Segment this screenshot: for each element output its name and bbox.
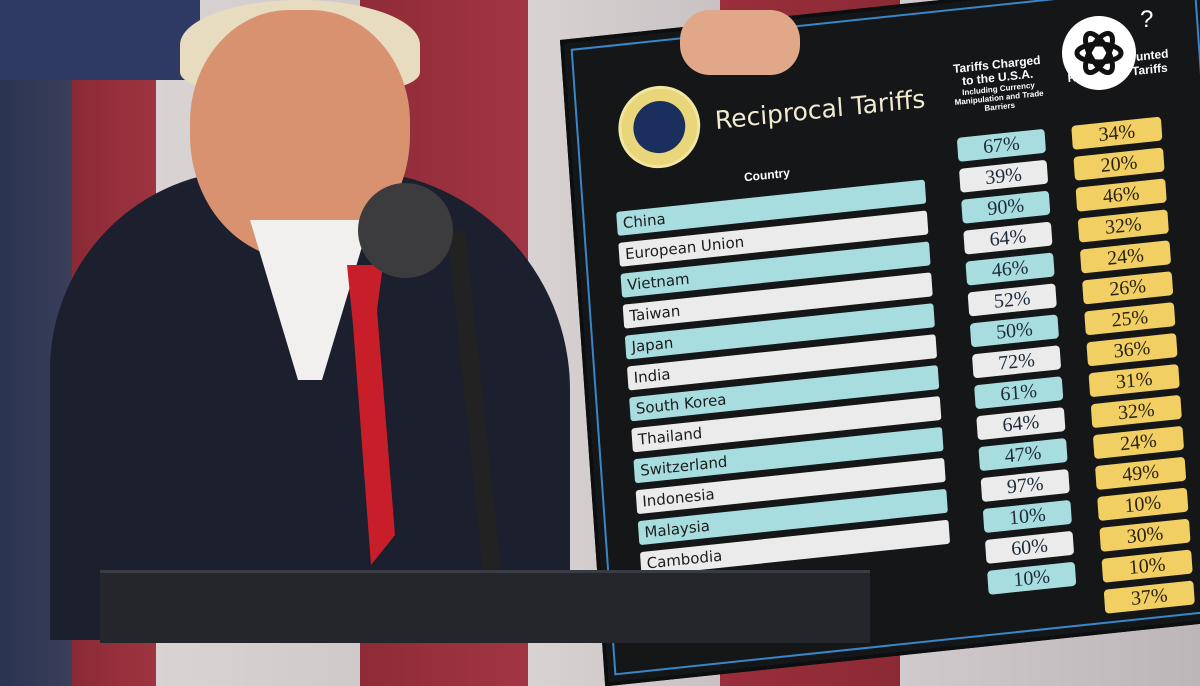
tariff-cell: 90% (961, 190, 1051, 224)
tariff-cell: 10% (982, 499, 1072, 534)
discounted-cell: 46% (1075, 178, 1167, 212)
podium (100, 570, 870, 643)
tariff-cell: 47% (978, 438, 1068, 472)
tariff-cell: 39% (958, 159, 1049, 193)
table-row: China 67% 34% (613, 116, 1163, 236)
tariffs-header: Tariffs Charged to the U.S.A. Including C… (947, 53, 1050, 116)
discounted-cell: 26% (1082, 271, 1174, 305)
discounted-cell: 24% (1079, 240, 1172, 274)
discounted-cell: 49% (1095, 456, 1187, 491)
tariff-cell: 52% (967, 283, 1057, 317)
discounted-cell: 32% (1077, 209, 1169, 243)
discounted-cell: 37% (1103, 580, 1195, 614)
tariff-cell: 50% (969, 314, 1060, 348)
tariff-cell: 64% (963, 221, 1053, 255)
tariff-cell: 60% (984, 530, 1075, 564)
help-icon[interactable]: ? (1140, 6, 1154, 33)
presidential-seal (615, 81, 703, 173)
tariff-cell: 72% (971, 345, 1062, 379)
discounted-cell: 32% (1090, 394, 1182, 429)
tariff-cell: 67% (956, 128, 1047, 162)
discounted-cell: 10% (1097, 487, 1189, 521)
discounted-cell: 25% (1084, 302, 1176, 336)
flag-canton (0, 0, 200, 80)
tariff-cell: 46% (965, 252, 1055, 286)
country-header: Country (743, 165, 791, 185)
discounted-cell: 30% (1099, 518, 1191, 552)
discounted-cell: 20% (1073, 147, 1165, 181)
openai-logo-icon (1062, 16, 1136, 90)
discounted-cell: 31% (1088, 363, 1180, 398)
discounted-cell: 24% (1092, 425, 1185, 460)
board-title: Reciprocal Tariffs (713, 84, 927, 136)
discounted-cell: 34% (1071, 116, 1163, 150)
tariff-cell: 61% (974, 376, 1064, 410)
discounted-cell: 10% (1101, 549, 1193, 583)
tariff-cell: 64% (976, 407, 1066, 441)
microphone (358, 183, 453, 278)
tariff-cell: 97% (980, 468, 1070, 503)
discounted-cell: 36% (1086, 333, 1178, 367)
tariff-cell: 10% (987, 561, 1077, 595)
hand (680, 10, 800, 75)
